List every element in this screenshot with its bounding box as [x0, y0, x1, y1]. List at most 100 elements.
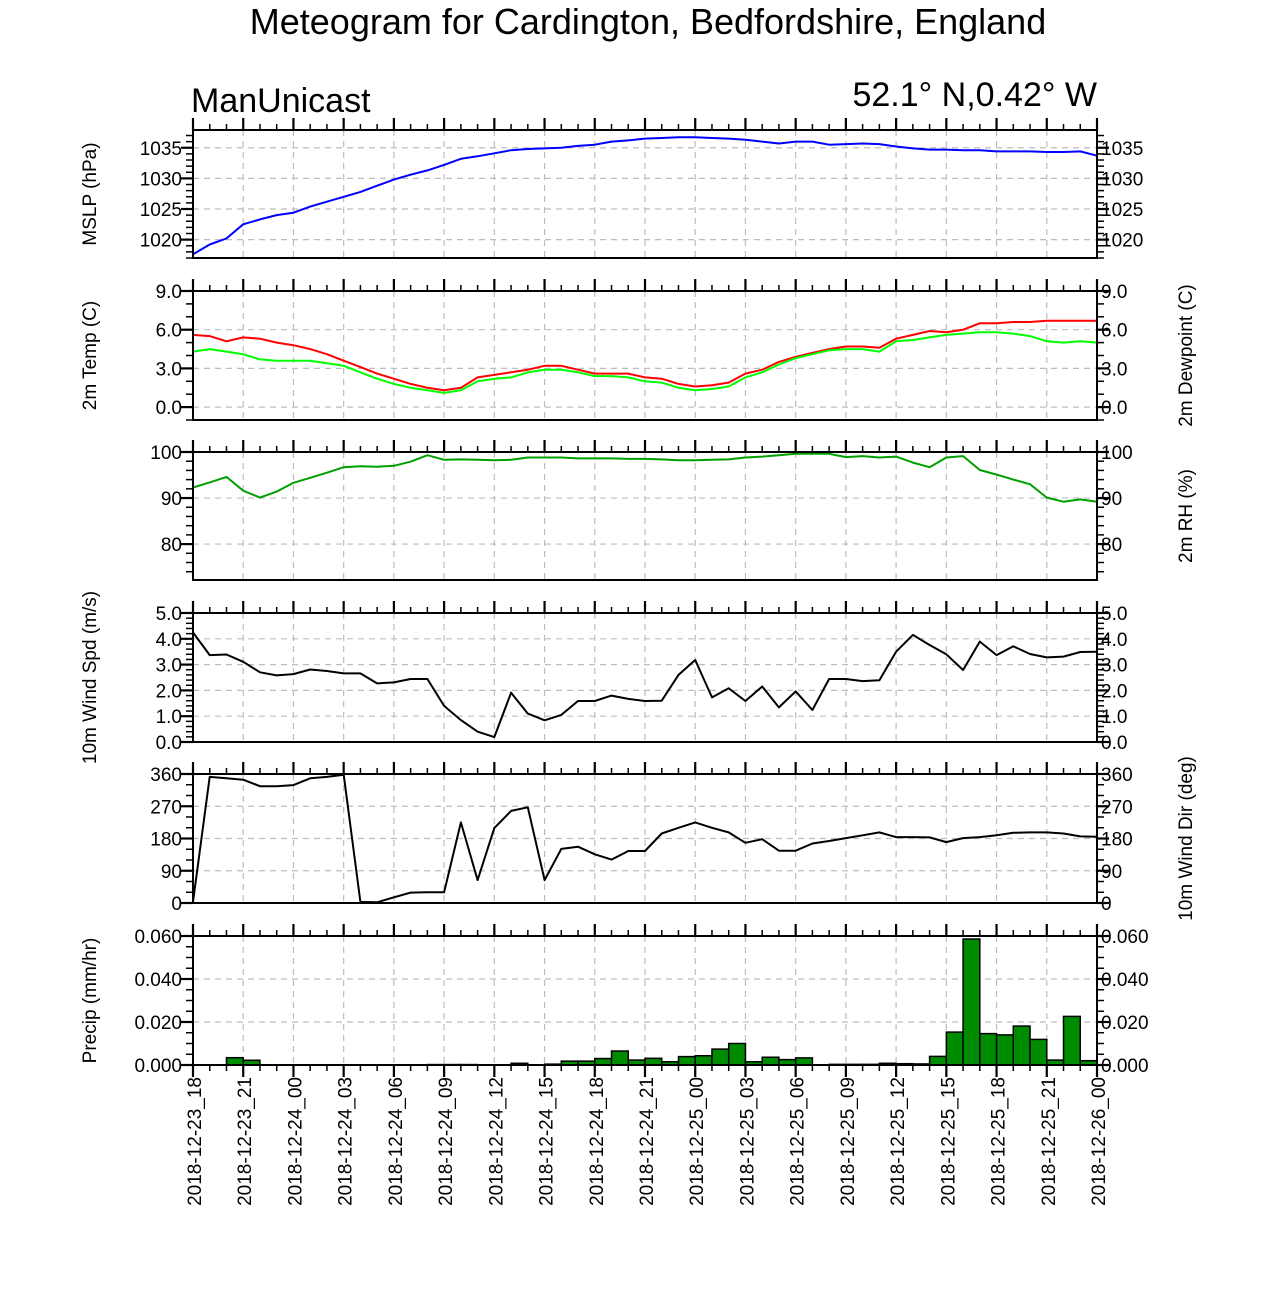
- precip-bar: [694, 1055, 713, 1066]
- x-tick-label: 2018-12-24_09: [436, 1077, 457, 1206]
- x-tick-label: 2018-12-24_00: [285, 1077, 306, 1206]
- x-tick-label: 2018-12-24_03: [336, 1077, 357, 1206]
- y-axis-title-right: 2m Dewpoint (C): [1176, 284, 1197, 427]
- x-tick-label: 2018-12-25_18: [989, 1077, 1010, 1206]
- y-tick-label-left: 1025: [140, 200, 182, 221]
- y-tick-label-left: 270: [150, 797, 182, 818]
- x-tick-label: 2018-12-24_18: [587, 1077, 608, 1206]
- precip-bar: [610, 1050, 630, 1066]
- plot-frame: [192, 612, 1098, 743]
- y-axis-title-left: 2m Temp (C): [80, 301, 101, 410]
- series-line-2m-temp: [192, 319, 1097, 392]
- panel-humidity: 80 80 90 90 100 100 2m RH (%): [150, 440, 1197, 581]
- precip-bar: [225, 1056, 244, 1066]
- y-tick-label-left: 0.000: [134, 1056, 182, 1077]
- x-tick-label: 2018-12-24_21: [637, 1077, 658, 1206]
- y-tick-label-left: 9.0: [156, 282, 182, 303]
- y-tick-label-left: 0.0: [156, 398, 182, 419]
- y-tick-label-left: 3.0: [156, 359, 182, 380]
- model-label: ManUnicast: [191, 82, 371, 120]
- y-axis-title-left: 10m Wind Spd (m/s): [80, 591, 101, 764]
- y-tick-label-right: 3.0: [1101, 359, 1127, 380]
- panels: 1020 1020 1025 1025 1030 1030 1035 1035 MSLP (hP…: [80, 118, 1197, 1077]
- y-tick-label-left: 360: [150, 765, 182, 786]
- y-tick-label-left: 5.0: [156, 604, 182, 625]
- precip-bar: [1062, 1015, 1082, 1066]
- x-tick-label: 2018-12-24_12: [486, 1077, 507, 1206]
- y-tick-label-right: 4.0: [1101, 630, 1127, 651]
- y-tick-label-right: 0.020: [1101, 1013, 1149, 1034]
- y-tick-label-right: 0.060: [1101, 927, 1149, 948]
- precip-bar: [727, 1042, 747, 1066]
- x-tick-label: 2018-12-25_12: [888, 1077, 909, 1206]
- y-tick-label-right: 0: [1101, 894, 1112, 915]
- y-tick-label-right: 9.0: [1101, 282, 1127, 303]
- precip-bar: [928, 1055, 948, 1066]
- y-tick-label-left: 1.0: [156, 707, 182, 728]
- y-tick-label-left: 90: [161, 862, 182, 883]
- precip-bar: [1012, 1025, 1031, 1066]
- precip-bar: [761, 1056, 780, 1066]
- panel-mslp: 1020 1020 1025 1025 1030 1030 1035 1035 MSLP (hP…: [80, 118, 1143, 259]
- y-tick-label-right: 100: [1101, 443, 1133, 464]
- precip-bar: [945, 1031, 964, 1066]
- y-tick-label-left: 1030: [140, 169, 182, 190]
- x-tick-label: 2018-12-25_21: [1039, 1077, 1060, 1206]
- panel-wind-direction: 0 0 90 90 180 180 270 270 360 360 10m Wind Dir (de…: [150, 756, 1197, 921]
- y-axis-title-left: MSLP (hPa): [80, 142, 101, 245]
- x-tick-label: 2018-12-23_18: [185, 1077, 206, 1206]
- y-tick-label-left: 90: [161, 489, 182, 510]
- y-tick-label-right: 80: [1101, 535, 1122, 556]
- x-tick-label: 2018-12-25_09: [838, 1077, 859, 1206]
- y-tick-label-right: 1020: [1101, 231, 1143, 252]
- y-tick-label-left: 100: [150, 443, 182, 464]
- y-axis-title-right: 2m RH (%): [1176, 469, 1197, 563]
- panel-wind-speed: 0.0 0.0 1.0 1.0 2.0 2.0 3.0 3.0 4.0 4.0 5.0 5.0 10m …: [80, 591, 1127, 764]
- y-tick-label-right: 0.040: [1101, 970, 1149, 991]
- precip-bar: [711, 1048, 730, 1066]
- y-tick-label-right: 5.0: [1101, 604, 1127, 625]
- series-line-2m-dewpoint: [192, 331, 1098, 394]
- x-tick-label: 2018-12-25_00: [687, 1077, 708, 1206]
- y-tick-label-right: 0.000: [1101, 1056, 1149, 1077]
- y-tick-label-right: 270: [1101, 797, 1133, 818]
- y-tick-label-right: 0.0: [1101, 733, 1127, 754]
- y-tick-label-right: 180: [1101, 830, 1133, 851]
- y-tick-label-left: 180: [150, 830, 182, 851]
- x-tick-label: 2018-12-24_15: [537, 1077, 558, 1206]
- y-tick-label-left: 1020: [140, 231, 182, 252]
- y-axis-title-left: Precip (mm/hr): [80, 938, 101, 1064]
- y-tick-label-left: 0.060: [134, 927, 182, 948]
- y-tick-label-right: 0.0: [1101, 398, 1127, 419]
- y-tick-label-left: 0.020: [134, 1013, 182, 1034]
- y-tick-label-left: 6.0: [156, 321, 182, 342]
- y-tick-label-left: 0.040: [134, 970, 182, 991]
- y-tick-label-left: 0.0: [156, 733, 182, 754]
- y-tick-label-right: 90: [1101, 862, 1122, 883]
- x-axis-tick-labels: 2018-12-23_18 2018-12-23_21 2018-12-24_00 2…: [185, 1077, 1110, 1206]
- y-tick-label-right: 1025: [1101, 200, 1143, 221]
- y-tick-label-left: 80: [161, 535, 182, 556]
- y-tick-label-right: 360: [1101, 765, 1133, 786]
- series-line-10m-wind-speed: [192, 631, 1098, 739]
- x-tick-label: 2018-12-24_06: [386, 1077, 407, 1206]
- x-tick-label: 2018-12-25_03: [737, 1077, 758, 1206]
- x-tick-label: 2018-12-25_15: [938, 1077, 959, 1206]
- y-tick-label-left: 4.0: [156, 630, 182, 651]
- series-line-2m-rh: [192, 452, 1098, 503]
- x-tick-label: 2018-12-23_21: [235, 1077, 256, 1206]
- precip-bar: [995, 1034, 1015, 1066]
- y-tick-label-right: 3.0: [1101, 656, 1127, 677]
- precip-bar: [979, 1032, 998, 1066]
- panel-precipitation: 0.000 0.000 0.020 0.020 0.040 0.040 0.060 0.060…: [80, 924, 1149, 1077]
- panel-temperature: 0.0 0.0 3.0 3.0 6.0 6.0 9.0 9.0 2m Temp (C) 2m De…: [80, 279, 1197, 427]
- series-line-mslp: [192, 136, 1098, 256]
- y-tick-label-right: 1.0: [1101, 707, 1127, 728]
- location-label: 52.1° N,0.42° W: [852, 76, 1097, 114]
- y-tick-label-right: 1030: [1101, 169, 1143, 190]
- y-tick-label-right: 6.0: [1101, 321, 1127, 342]
- chart-title: Meteogram for Cardington, Bedfordshire, …: [250, 1, 1046, 42]
- precip-bar: [962, 938, 981, 1066]
- precip-bar: [794, 1057, 814, 1066]
